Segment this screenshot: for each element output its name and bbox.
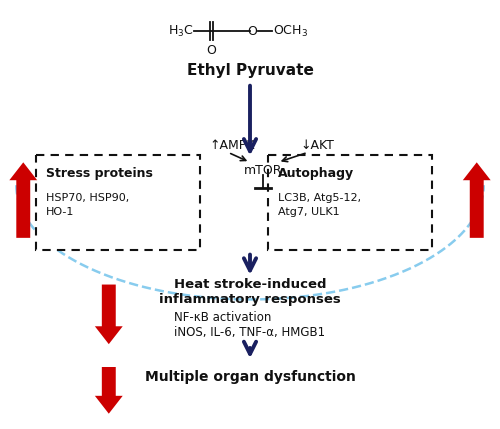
Text: HSP70, HSP90,
HO-1: HSP70, HSP90, HO-1	[46, 193, 130, 217]
Text: Stress proteins: Stress proteins	[46, 167, 153, 180]
Text: Ethyl Pyruvate: Ethyl Pyruvate	[186, 63, 314, 79]
Text: NF-κB activation
iNOS, IL-6, TNF-α, HMGB1: NF-κB activation iNOS, IL-6, TNF-α, HMGB…	[174, 311, 326, 339]
Text: LC3B, Atg5-12,
Atg7, ULK1: LC3B, Atg5-12, Atg7, ULK1	[278, 193, 361, 217]
Polygon shape	[95, 367, 122, 414]
Text: Autophagy: Autophagy	[278, 167, 354, 180]
Text: Heat stroke-induced
inflammatory responses: Heat stroke-induced inflammatory respons…	[159, 278, 341, 306]
Polygon shape	[95, 284, 122, 344]
Text: Multiple organ dysfunction: Multiple organ dysfunction	[144, 370, 356, 384]
FancyBboxPatch shape	[36, 155, 200, 250]
Text: H$_3$C: H$_3$C	[168, 24, 194, 39]
Text: OCH$_3$: OCH$_3$	[273, 24, 308, 39]
FancyBboxPatch shape	[268, 155, 432, 250]
Polygon shape	[10, 162, 37, 238]
Text: O: O	[206, 44, 216, 57]
Text: ↓AKT: ↓AKT	[300, 139, 334, 152]
Text: O: O	[247, 25, 257, 38]
Text: mTOR: mTOR	[244, 164, 282, 177]
Polygon shape	[463, 162, 490, 238]
Text: ↑AMPK: ↑AMPK	[210, 139, 255, 152]
